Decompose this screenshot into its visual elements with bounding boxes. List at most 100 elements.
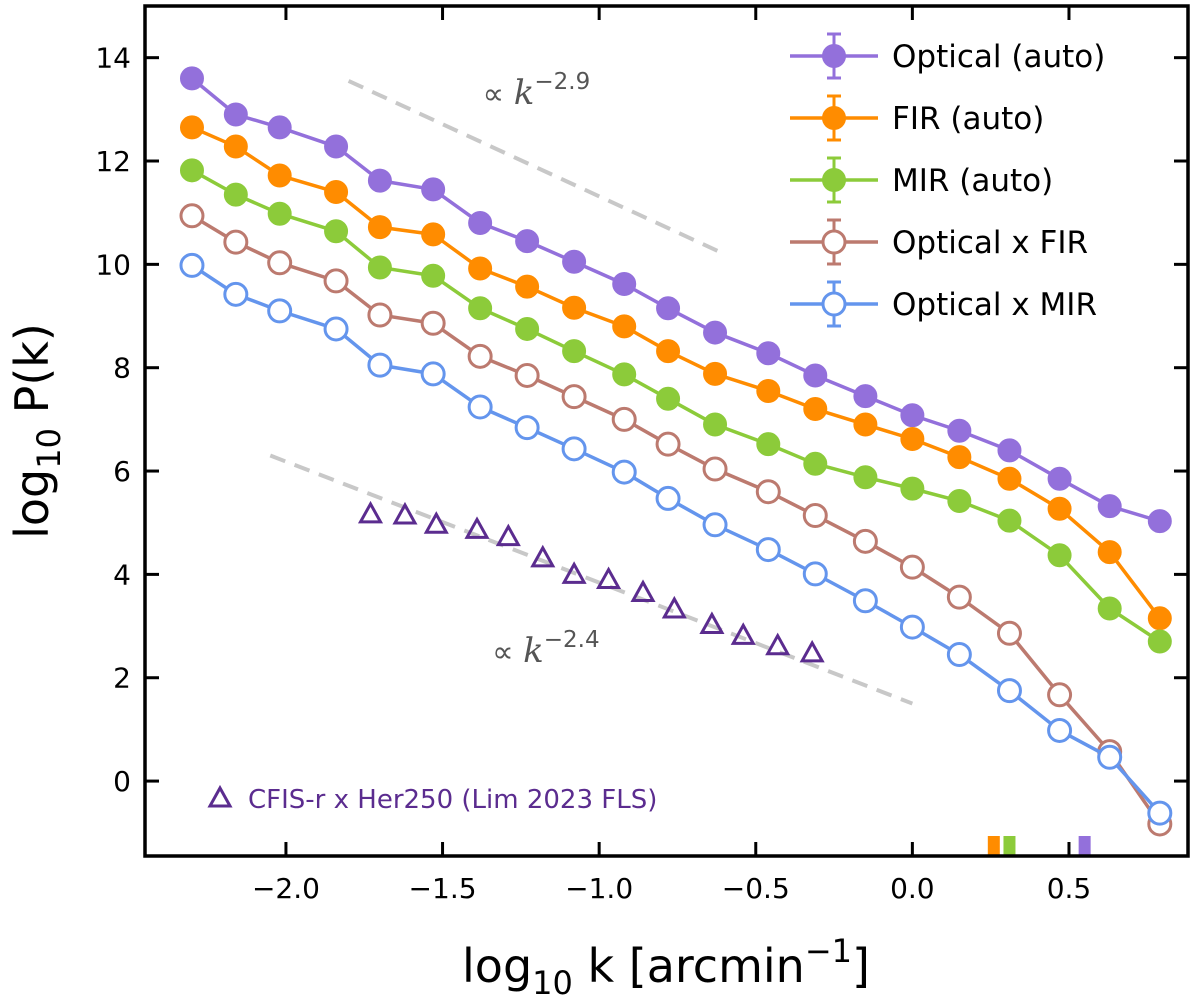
data-point bbox=[223, 134, 248, 159]
data-point bbox=[1097, 494, 1122, 519]
x-tick-label: −1.0 bbox=[565, 872, 633, 905]
data-point bbox=[267, 201, 292, 226]
data-point bbox=[1097, 540, 1122, 565]
data-point bbox=[514, 362, 540, 388]
reference-point bbox=[495, 523, 521, 547]
data-point bbox=[324, 219, 349, 244]
data-point bbox=[997, 438, 1022, 463]
data-point bbox=[947, 489, 972, 514]
data-point bbox=[756, 378, 781, 403]
data-point bbox=[1147, 509, 1172, 534]
y-tick-label: 4 bbox=[113, 558, 131, 591]
data-point bbox=[612, 271, 637, 296]
data-point bbox=[1147, 606, 1172, 631]
data-point bbox=[179, 158, 204, 183]
data-point bbox=[267, 115, 292, 140]
plot-frame bbox=[143, 4, 1190, 858]
data-point bbox=[703, 412, 728, 437]
data-point bbox=[515, 274, 540, 299]
legend-label: Optical x FIR bbox=[892, 225, 1088, 261]
reference-point bbox=[730, 622, 756, 645]
y-axis-title: log10 P(k) bbox=[5, 323, 68, 539]
reference-point bbox=[661, 595, 687, 619]
data-point bbox=[611, 406, 637, 432]
reference-point bbox=[596, 566, 622, 590]
legend-item: FIR (auto) bbox=[790, 94, 1044, 142]
power-law-guide-label: ∝ k−2.9 bbox=[483, 69, 590, 113]
data-point bbox=[702, 456, 728, 482]
data-point bbox=[223, 229, 249, 255]
data-point bbox=[467, 394, 493, 420]
data-point bbox=[946, 641, 972, 667]
data-point bbox=[562, 249, 587, 274]
data-point bbox=[853, 412, 878, 437]
reference-point bbox=[699, 611, 725, 635]
data-point bbox=[1097, 744, 1123, 770]
reference-point bbox=[561, 561, 587, 584]
reference-point bbox=[630, 579, 656, 602]
reference-point bbox=[765, 632, 791, 656]
data-point bbox=[367, 352, 393, 378]
data-point bbox=[702, 512, 728, 538]
data-point bbox=[561, 384, 587, 410]
x-tick-label: 0.5 bbox=[1047, 872, 1092, 905]
y-tick-label: 6 bbox=[113, 455, 131, 488]
data-point bbox=[1047, 717, 1073, 743]
axis-ticks: −2.0 −1.5 −1.0 −0.5 0.0 0.5 0 2 4 6 8 10 12 14 bbox=[95, 6, 1188, 905]
series-optical-x-fir bbox=[179, 203, 1173, 837]
power-law-guide-label: ∝ k−2.4 bbox=[492, 627, 599, 671]
data-point bbox=[421, 222, 446, 247]
data-point bbox=[323, 316, 349, 342]
data-point bbox=[267, 298, 293, 324]
data-point bbox=[996, 678, 1022, 704]
series-optical-auto- bbox=[179, 66, 1172, 534]
data-point bbox=[467, 343, 493, 369]
legend-label: Optical x MIR bbox=[892, 287, 1097, 323]
legend-item: Optical x FIR bbox=[790, 218, 1088, 266]
x-tick-label: 0.0 bbox=[890, 872, 935, 905]
data-point bbox=[468, 296, 493, 321]
reference-point bbox=[423, 511, 449, 534]
reference-layer: CFIS-r x Her250 (Lim 2023 FLS) bbox=[207, 500, 825, 815]
data-point bbox=[803, 397, 828, 422]
reference-label: CFIS-r x Her250 (Lim 2023 FLS) bbox=[248, 785, 657, 815]
data-point bbox=[947, 445, 972, 470]
data-point bbox=[1047, 496, 1072, 521]
reference-point bbox=[799, 639, 825, 663]
data-point bbox=[1047, 543, 1072, 568]
data-point bbox=[852, 528, 878, 554]
data-point bbox=[997, 466, 1022, 491]
data-point bbox=[223, 281, 249, 307]
data-point bbox=[802, 502, 828, 528]
data-point bbox=[223, 102, 248, 127]
data-point bbox=[324, 134, 349, 159]
legend: Optical (auto) FIR (auto) MIR (auto) Optica… bbox=[790, 32, 1105, 328]
legend-marker bbox=[822, 106, 846, 130]
data-point bbox=[179, 252, 205, 278]
legend-item: Optical x MIR bbox=[790, 280, 1097, 328]
x-tick-label: −0.5 bbox=[722, 872, 790, 905]
data-point bbox=[367, 302, 393, 328]
reference-marker-icon bbox=[207, 784, 233, 808]
power-law-guide-line bbox=[347, 79, 726, 256]
legend-item: MIR (auto) bbox=[790, 156, 1053, 204]
data-point bbox=[946, 584, 972, 610]
legend-marker bbox=[822, 44, 846, 68]
data-point bbox=[323, 268, 349, 294]
x-axis-title: log10 k [arcmin−1] bbox=[462, 932, 870, 996]
data-point bbox=[612, 362, 637, 387]
data-point bbox=[900, 403, 925, 428]
bottom-marker-tick bbox=[987, 836, 1000, 856]
data-point bbox=[468, 256, 493, 281]
data-point bbox=[656, 296, 681, 321]
data-point bbox=[899, 554, 925, 580]
data-point bbox=[420, 310, 446, 336]
y-tick-label: 14 bbox=[95, 42, 131, 75]
data-point bbox=[367, 168, 392, 193]
data-point bbox=[514, 415, 540, 441]
data-point bbox=[802, 561, 828, 587]
data-point bbox=[267, 163, 292, 188]
data-point bbox=[612, 314, 637, 339]
plot-border bbox=[143, 4, 1190, 858]
